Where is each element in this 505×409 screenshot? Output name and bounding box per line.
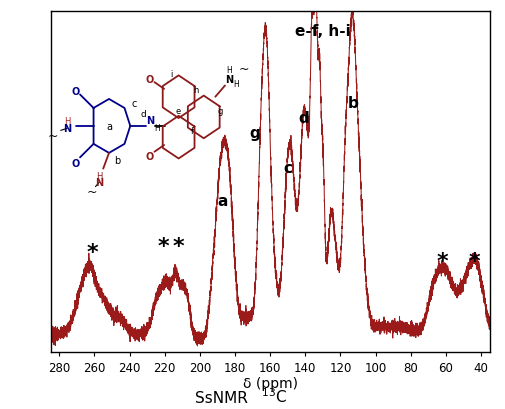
- Text: e-f, h-i: e-f, h-i: [295, 24, 351, 39]
- Text: $^{13}$C: $^{13}$C: [252, 386, 288, 405]
- Text: *: *: [437, 252, 448, 271]
- X-axis label: δ (ppm): δ (ppm): [243, 377, 297, 391]
- Text: g: g: [249, 125, 260, 140]
- Text: a: a: [218, 194, 228, 209]
- Text: b: b: [347, 96, 358, 110]
- Text: *: *: [157, 236, 169, 256]
- Text: SsNMR: SsNMR: [195, 390, 252, 405]
- Text: c: c: [283, 161, 292, 176]
- Text: *: *: [173, 236, 185, 256]
- Text: d: d: [298, 110, 309, 126]
- Text: *: *: [468, 252, 480, 271]
- Text: *: *: [87, 243, 98, 263]
